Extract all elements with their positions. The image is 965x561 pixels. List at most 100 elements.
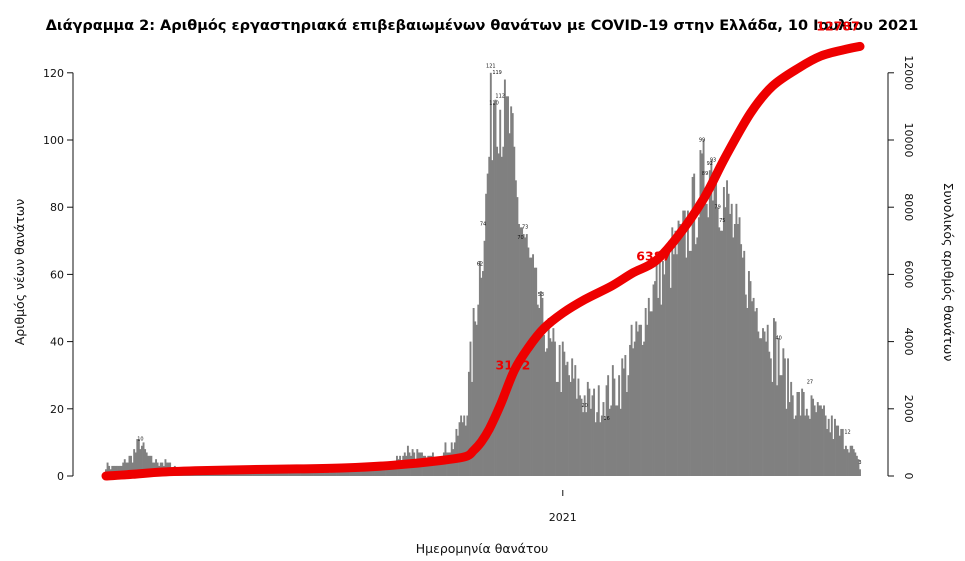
bar [790,381,793,476]
bar [818,405,821,476]
bar [802,392,805,476]
bar [238,472,240,476]
bar [591,395,594,476]
bar [372,469,375,476]
bar [496,146,499,476]
bar [436,462,439,476]
bar [386,465,389,476]
bar [701,153,703,476]
bar [599,422,602,476]
bar [650,311,653,476]
bar [843,449,846,476]
bar [485,193,488,476]
bar [513,146,516,476]
bar [589,408,592,476]
bar [292,472,295,476]
bar-value-label: 3 [858,460,861,466]
bar [785,408,788,476]
bar [554,341,556,476]
bar [754,311,757,476]
bar [112,465,115,476]
bar [477,304,480,476]
bar [458,422,461,476]
bar [492,103,495,476]
bar [744,294,747,476]
bar [834,418,836,476]
bar [597,385,600,476]
bar [726,180,728,476]
bar [547,318,550,476]
bar [139,449,142,476]
bar [752,297,755,476]
cumulative-line-group [101,41,865,481]
bar [635,321,638,476]
bar [300,472,303,476]
bar [783,358,786,476]
bar [566,361,569,476]
bar [564,365,567,476]
bar [644,308,647,476]
bar [799,415,802,476]
bar [383,465,386,476]
bar [284,472,287,476]
bar [505,96,508,476]
bar [491,160,494,476]
bar [552,328,555,476]
bar [823,405,825,476]
bar [699,150,702,476]
bar [350,469,353,476]
bar [724,207,727,476]
bar [441,459,444,476]
bar [841,428,844,476]
bar [472,308,475,476]
bar [131,462,134,476]
bar [613,378,616,476]
bar [838,435,841,476]
bar [851,445,854,476]
bar [586,381,589,476]
bar [530,257,533,476]
bar [502,146,505,476]
bar [669,287,672,476]
bar-value-label: 112 [495,94,505,100]
bar [655,264,658,476]
bar [270,472,273,476]
bar [339,469,342,476]
bar [816,402,819,476]
bar [738,217,741,476]
y2-tick-label: 6000 [902,260,915,288]
bar [690,250,693,476]
bar [604,418,606,476]
bar [550,341,553,476]
bar [618,375,621,476]
bar-value-label: 92 [707,161,713,167]
bar [625,392,628,476]
cumulative-annotation: 12787 [816,18,860,33]
bar [713,187,716,477]
bar [585,412,588,476]
bar [796,392,799,476]
bar [729,213,732,477]
bar [741,257,744,476]
bar [721,230,724,476]
bar [155,459,158,476]
bar [747,271,750,476]
bar [353,469,356,476]
bar [848,452,850,476]
bar [388,465,391,476]
bar [433,462,436,476]
bar [247,472,250,476]
bar [516,197,519,476]
bar [600,415,603,476]
bar [311,472,314,476]
bar [400,462,403,476]
y2-tick-label: 10000 [902,123,915,158]
bar [649,311,652,476]
bar [341,469,344,476]
bar [439,459,442,476]
bar [137,439,140,476]
bar [829,432,832,476]
bar [108,465,111,476]
bar [261,472,264,476]
bar [303,472,306,476]
